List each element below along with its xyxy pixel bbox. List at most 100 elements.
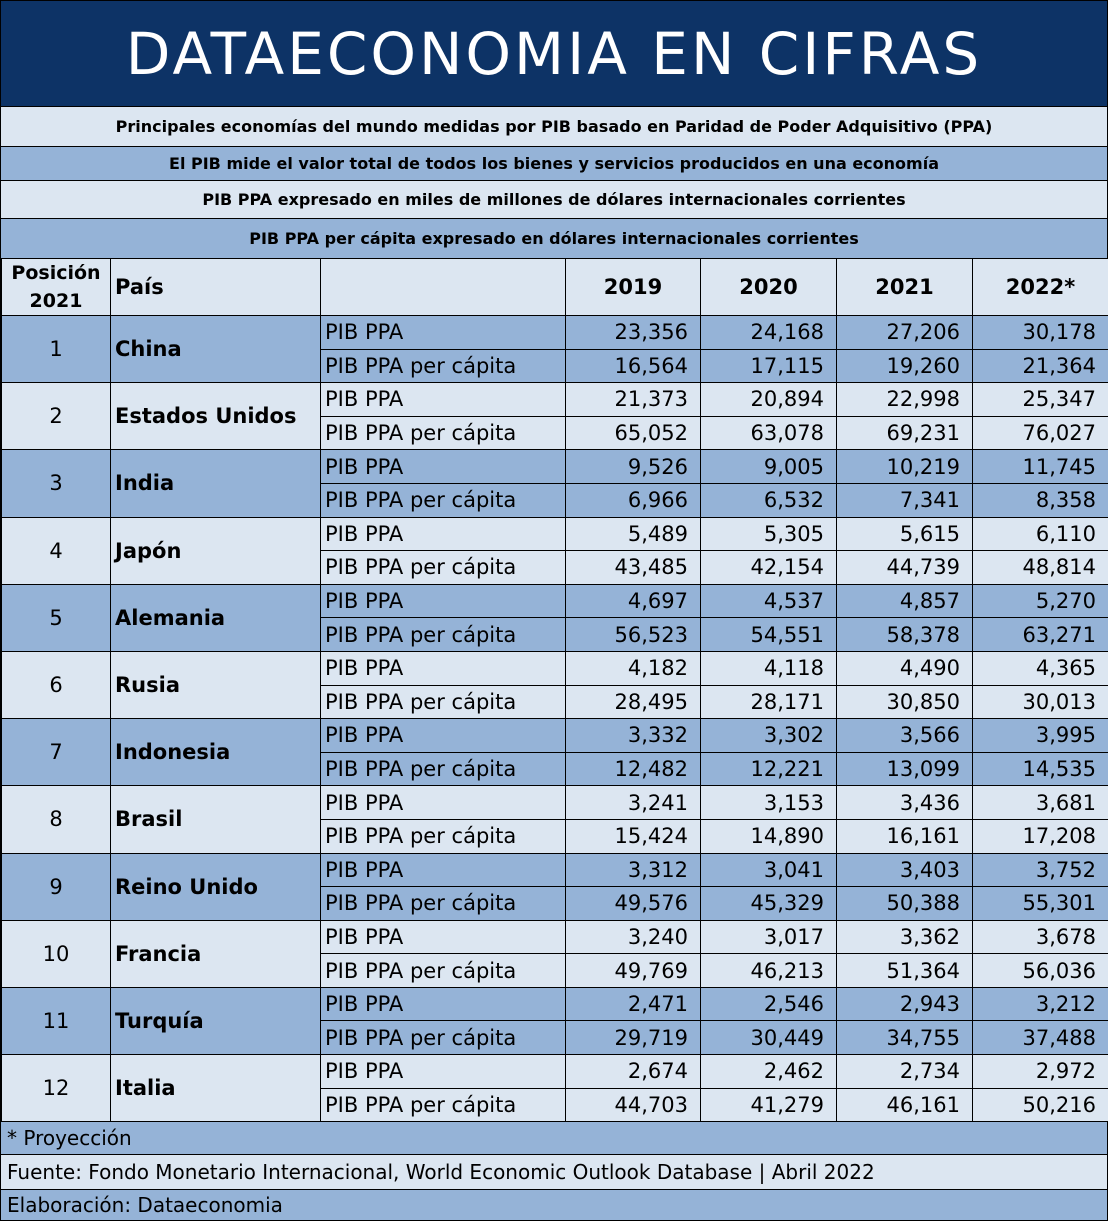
per-capita-value-cell: 54,551 — [700, 617, 837, 652]
table-row: PIB PPA per cápita 49,769 46,213 51,364 56,0… — [2, 953, 1108, 988]
country-cell: Francia — [110, 919, 321, 988]
metric-label-ppa: PIB PPA — [320, 583, 566, 619]
country-cell: India — [110, 449, 321, 518]
table-row: PIB PPA per cápita 29,719 30,449 34,755 37,4… — [2, 1020, 1108, 1056]
per-capita-value-cell: 41,279 — [700, 1087, 837, 1123]
metric-label-ppa: PIB PPA — [320, 718, 566, 753]
table-row: 7 Indonesia PIB PPA 3,332 3,302 3,566 3,995 — [1, 718, 1108, 787]
per-capita-value-cell: 30,013 — [972, 684, 1108, 720]
metric-label-ppa: PIB PPA — [320, 516, 566, 552]
per-capita-value-cell: 58,378 — [836, 617, 973, 652]
table-row: 2 Estados Unidos PIB PPA 21,373 20,894 22,998… — [1, 382, 1108, 451]
table-row: PIB PPA per cápita 16,564 17,115 19,260 21,3… — [2, 348, 1108, 384]
table-row: 10 Francia PIB PPA 3,240 3,017 3,362 3,678 — [1, 919, 1108, 988]
header-position-line2: 2021 — [29, 290, 83, 312]
table-row: PIB PPA per cápita 28,495 28,171 30,850 30,0… — [2, 684, 1108, 720]
per-capita-value-cell: 19,260 — [836, 348, 973, 384]
per-capita-value-cell: 6,532 — [700, 482, 837, 518]
per-capita-value-cell: 43,485 — [565, 550, 701, 585]
per-capita-value-cell: 17,208 — [972, 818, 1108, 854]
country-cell: Indonesia — [110, 718, 321, 787]
per-capita-value-cell: 12,482 — [565, 751, 701, 787]
ppa-value-cell: 3,041 — [700, 852, 837, 888]
header-year-2020: 2020 — [700, 258, 837, 316]
ppa-value-cell: 2,471 — [565, 986, 701, 1022]
per-capita-value-cell: 29,719 — [565, 1020, 701, 1056]
ppa-value-cell: 9,005 — [700, 449, 837, 484]
metric-label-ppa: PIB PPA — [320, 382, 566, 417]
ppa-value-cell: 21,373 — [565, 382, 701, 417]
metric-label-ppa: PIB PPA — [320, 919, 566, 955]
per-capita-value-cell: 48,814 — [972, 550, 1108, 585]
header-position: Posición 2021 — [1, 258, 111, 316]
banner-title: DATAECONOMIA EN CIFRAS — [1, 1, 1107, 106]
metric-label-per-capita: PIB PPA per cápita — [320, 818, 566, 854]
metric-label-ppa: PIB PPA — [320, 449, 566, 484]
position-cell: 12 — [1, 1054, 111, 1123]
table-row: PIB PPA per cápita 12,482 12,221 13,099 14,5… — [2, 751, 1108, 787]
table-row: 3 India PIB PPA 9,526 9,005 10,219 11,745 — [1, 449, 1108, 518]
table-header-row: Posición 2021 País 2019 2020 2021 2022* — [1, 258, 1108, 316]
per-capita-value-cell: 30,850 — [836, 684, 973, 720]
ppa-value-cell: 4,118 — [700, 650, 837, 686]
country-cell: Brasil — [110, 785, 321, 854]
per-capita-value-cell: 28,171 — [700, 684, 837, 720]
source-note: Fuente: Fondo Monetario Internacional, W… — [1, 1154, 1107, 1189]
per-capita-value-cell: 76,027 — [972, 415, 1108, 451]
per-capita-value-cell: 65,052 — [565, 415, 701, 451]
ppa-value-cell: 3,212 — [972, 986, 1108, 1022]
metric-label-ppa: PIB PPA — [320, 650, 566, 686]
table-row: PIB PPA per cápita 65,052 63,078 69,231 76,0… — [2, 415, 1108, 451]
table-row: 6 Rusia PIB PPA 4,182 4,118 4,490 4,365 — [1, 650, 1108, 720]
country-cell: China — [110, 314, 321, 384]
table-row: 8 Brasil PIB PPA 3,241 3,153 3,436 3,681 — [1, 785, 1108, 854]
table-row: 1 China PIB PPA 23,356 24,168 27,206 30,178 — [1, 314, 1108, 384]
ppa-value-cell: 3,153 — [700, 785, 837, 820]
ppa-value-cell: 3,312 — [565, 852, 701, 888]
ppa-value-cell: 3,436 — [836, 785, 973, 820]
ppa-value-cell: 3,995 — [972, 718, 1108, 753]
per-capita-value-cell: 45,329 — [700, 886, 837, 921]
ppa-value-cell: 6,110 — [972, 516, 1108, 552]
ppa-value-cell: 2,972 — [972, 1054, 1108, 1089]
header-position-line1: Posición — [11, 262, 101, 284]
ppa-value-cell: 3,752 — [972, 852, 1108, 888]
per-capita-value-cell: 21,364 — [972, 348, 1108, 384]
metric-label-per-capita: PIB PPA per cápita — [320, 415, 566, 451]
country-cell: Reino Unido — [110, 852, 321, 921]
ppa-value-cell: 5,489 — [565, 516, 701, 552]
country-cell: Estados Unidos — [110, 382, 321, 451]
per-capita-value-cell: 46,161 — [836, 1087, 973, 1123]
position-cell: 5 — [1, 583, 111, 652]
position-cell: 2 — [1, 382, 111, 451]
ppa-value-cell: 3,017 — [700, 919, 837, 955]
ppa-value-cell: 20,894 — [700, 382, 837, 417]
ppa-value-cell: 10,219 — [836, 449, 973, 484]
metric-label-per-capita: PIB PPA per cápita — [320, 1020, 566, 1056]
projection-note: * Proyección — [1, 1121, 1107, 1154]
per-capita-value-cell: 14,535 — [972, 751, 1108, 787]
ppa-value-cell: 3,681 — [972, 785, 1108, 820]
per-capita-value-cell: 17,115 — [700, 348, 837, 384]
per-capita-value-cell: 50,216 — [972, 1087, 1108, 1123]
ppa-value-cell: 2,734 — [836, 1054, 973, 1089]
table-row: 5 Alemania PIB PPA 4,697 4,537 4,857 5,270 — [1, 583, 1108, 652]
metric-label-per-capita: PIB PPA per cápita — [320, 550, 566, 585]
definition-band: El PIB mide el valor total de todos los … — [1, 146, 1107, 180]
ppa-value-cell: 2,546 — [700, 986, 837, 1022]
ppa-value-cell: 3,678 — [972, 919, 1108, 955]
ppa-value-cell: 3,362 — [836, 919, 973, 955]
per-capita-value-cell: 55,301 — [972, 886, 1108, 921]
position-cell: 8 — [1, 785, 111, 854]
metric-label-ppa: PIB PPA — [320, 1054, 566, 1089]
table-row: PIB PPA per cápita 56,523 54,551 58,378 63,2… — [2, 617, 1108, 652]
position-cell: 3 — [1, 449, 111, 518]
table-row: 4 Japón PIB PPA 5,489 5,305 5,615 6,110 — [1, 516, 1108, 585]
per-capita-value-cell: 56,523 — [565, 617, 701, 652]
table-title: Principales economías del mundo medidas … — [1, 106, 1107, 146]
ppa-value-cell: 3,241 — [565, 785, 701, 820]
ppa-value-cell: 2,462 — [700, 1054, 837, 1089]
metric-label-per-capita: PIB PPA per cápita — [320, 684, 566, 720]
per-capita-value-cell: 44,703 — [565, 1087, 701, 1123]
